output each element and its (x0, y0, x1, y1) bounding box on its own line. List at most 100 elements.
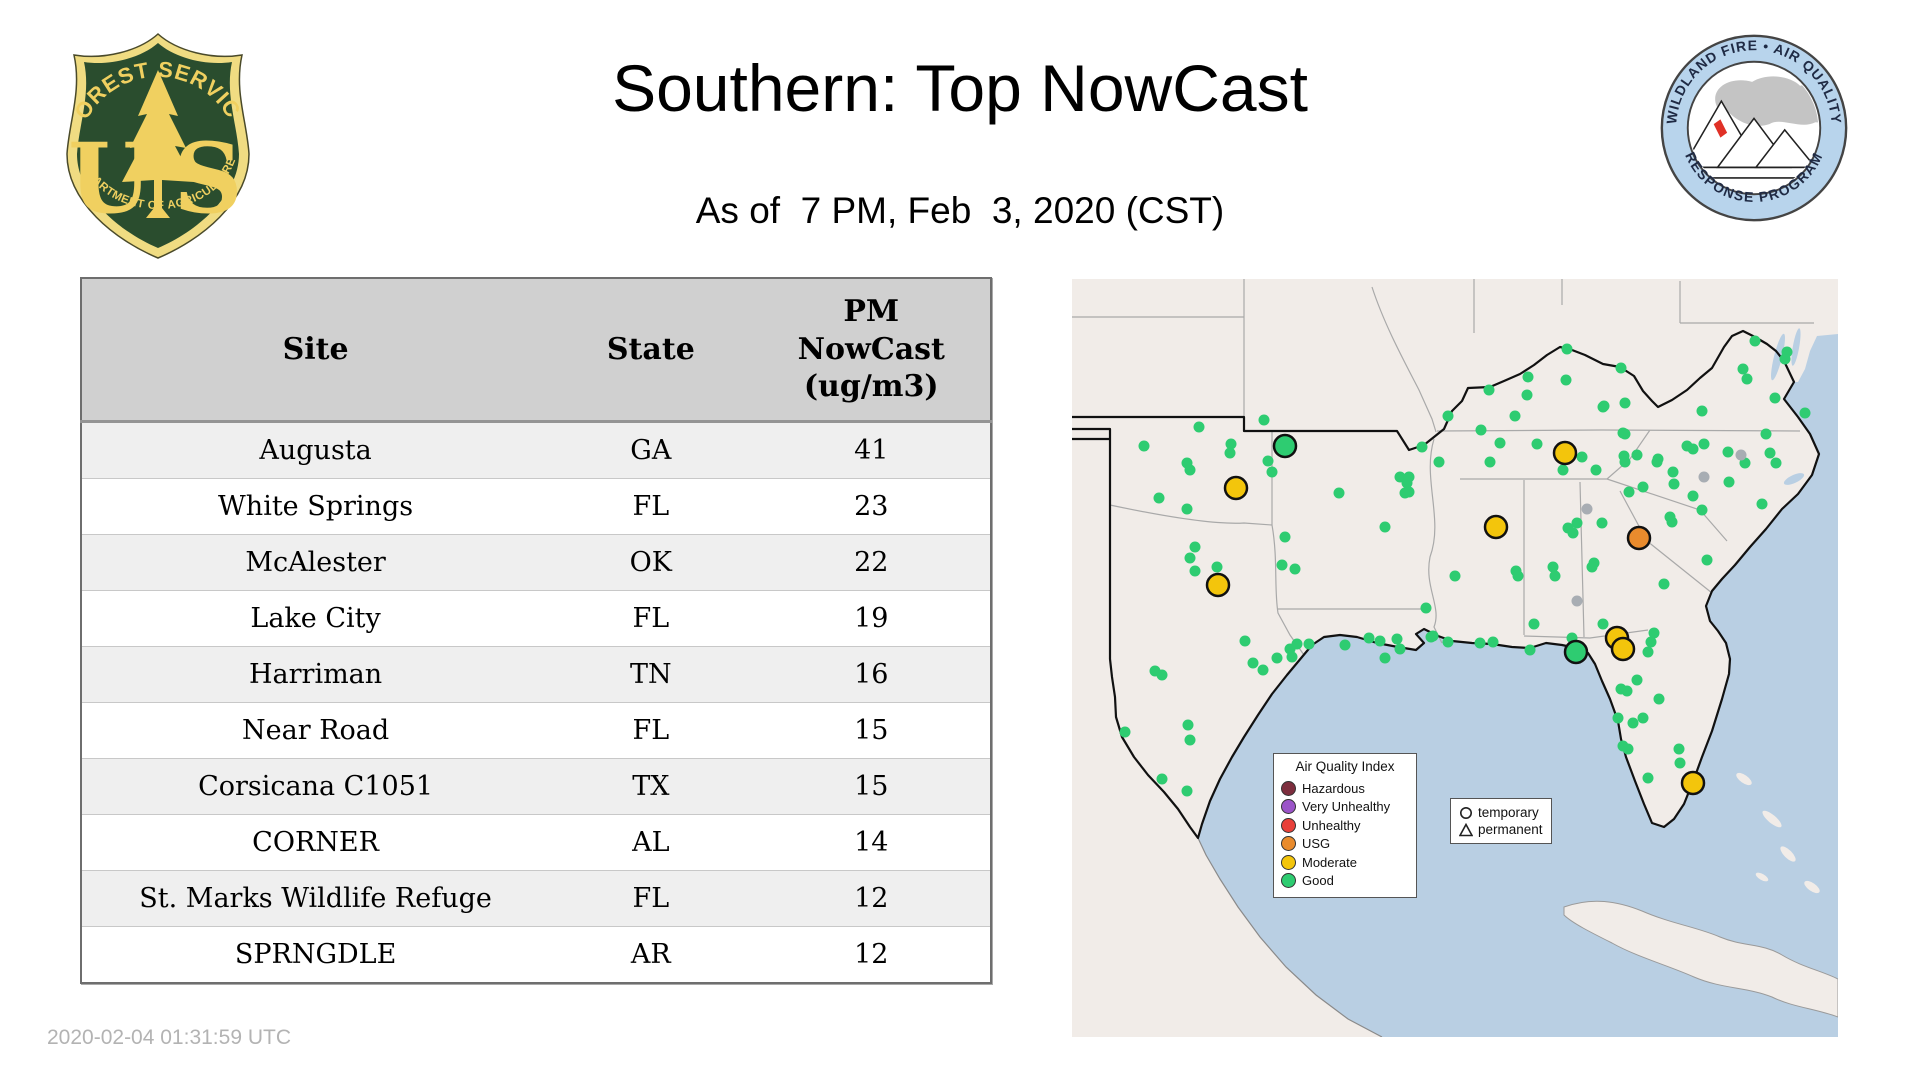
monitor-dot-good (1193, 421, 1205, 433)
monitor-dot-good (1339, 639, 1351, 651)
monitor-dot-good (1420, 602, 1432, 614)
monitor-dot-good (1764, 447, 1776, 459)
column-header-state: State (549, 278, 753, 423)
marker-row-permanent: permanent (1459, 821, 1543, 838)
monitor-dot-good (1760, 428, 1772, 440)
monitor-dot-good (1239, 635, 1251, 647)
top-site-marker (1483, 514, 1509, 540)
monitor-dot-good (1674, 757, 1686, 769)
monitor-dot-good (1687, 490, 1699, 502)
state-cell: OK (549, 533, 753, 590)
monitor-dot-inactive (1581, 503, 1593, 515)
monitor-dot-good (1651, 456, 1663, 468)
value-cell: 19 (752, 589, 991, 646)
site-cell: McAlester (81, 533, 550, 590)
generation-timestamp: 2020-02-04 01:31:59 UTC (47, 1026, 291, 1049)
monitor-dot-good (1433, 456, 1445, 468)
monitor-dot-good (1156, 773, 1168, 785)
site-cell: Augusta (81, 420, 550, 478)
monitor-dot-good (1779, 353, 1791, 365)
state-cell: GA (549, 420, 753, 478)
aqi-legend-item: Good (1281, 872, 1409, 891)
value-cell: 14 (752, 813, 991, 870)
aqi-color-dot (1281, 817, 1296, 833)
column-header-pm: PM NowCast (ug/m3) (752, 278, 991, 423)
monitor-dot-good (1619, 456, 1631, 468)
state-cell: AL (549, 813, 753, 870)
monitor-dot-good (1286, 651, 1298, 663)
aqi-legend: Air Quality Index Hazardous Very Unhealth… (1273, 753, 1417, 898)
monitor-dot-good (1666, 516, 1678, 528)
table-row: Harriman TN 16 (81, 645, 991, 702)
monitor-dot-good (1483, 384, 1495, 396)
table-row: Augusta GA 41 (81, 420, 991, 478)
monitor-dot-good (1484, 456, 1496, 468)
site-cell: St. Marks Wildlife Refuge (81, 869, 550, 926)
aqi-color-dot (1281, 836, 1296, 852)
wf-artwork (1689, 76, 1819, 179)
monitor-dot-good (1571, 517, 1583, 529)
monitor-dot-inactive (1698, 471, 1710, 483)
monitor-dot-good (1401, 477, 1413, 489)
monitor-dot-good (1737, 363, 1749, 375)
monitor-dot-good (1756, 498, 1768, 510)
monitor-dot-good (1379, 652, 1391, 664)
aqi-color-label: Good (1302, 873, 1334, 889)
monitor-dot-good (1531, 438, 1543, 450)
pine-tree-icon (122, 70, 194, 218)
monitor-map: Air Quality Index Hazardous Very Unhealth… (1072, 279, 1838, 1037)
monitor-dot-good (1257, 664, 1269, 676)
monitor-dot-good (1619, 397, 1631, 409)
monitor-dot-good (1442, 636, 1454, 648)
monitor-dot-good (1658, 578, 1670, 590)
monitor-dot-good (1722, 446, 1734, 458)
monitor-dot-good (1637, 481, 1649, 493)
value-cell: 22 (752, 533, 991, 590)
monitor-dot-good (1524, 644, 1536, 656)
monitor-dot-good (1271, 652, 1283, 664)
monitor-dot-good (1189, 541, 1201, 553)
monitor-dot-good (1266, 466, 1278, 478)
monitor-dot-good (1528, 618, 1540, 630)
monitor-dot-good (1211, 561, 1223, 573)
aqi-legend-item: USG (1281, 835, 1409, 854)
value-cell: 16 (752, 645, 991, 702)
monitor-dot-good (1799, 407, 1811, 419)
cuba-island (1563, 900, 1838, 1018)
monitor-dot-good (1696, 504, 1708, 516)
monitor-dot-good (1374, 635, 1386, 647)
monitor-dot-good (1189, 565, 1201, 577)
monitor-dot-good (1769, 392, 1781, 404)
monitor-dots (1119, 335, 1811, 797)
site-cell: White Springs (81, 477, 550, 534)
site-cell: Corsicana C1051 (81, 757, 550, 814)
monitor-dot-good (1156, 669, 1168, 681)
monitor-dot-good (1648, 627, 1660, 639)
value-cell: 15 (752, 757, 991, 814)
value-cell: 12 (752, 925, 991, 983)
aqi-color-label: Hazardous (1302, 780, 1365, 796)
monitor-dot-good (1442, 410, 1454, 422)
aqi-legend-item: Very Unhealthy (1281, 798, 1409, 817)
monitor-dot-good (1642, 646, 1654, 658)
monitor-dot-good (1153, 492, 1165, 504)
monitor-dot-good (1522, 371, 1534, 383)
aqi-color-label: USG (1302, 836, 1331, 852)
monitor-dot-good (1622, 743, 1634, 755)
monitor-dot-good (1653, 693, 1665, 705)
monitor-dot-good (1770, 457, 1782, 469)
monitor-dot-good (1631, 449, 1643, 461)
table-row: Corsicana C1051 TX 15 (81, 757, 991, 814)
site-cell: Harriman (81, 645, 550, 702)
aqi-color-label: Very Unhealthy (1302, 799, 1391, 815)
monitor-dot-good (1181, 503, 1193, 515)
monitor-dot-good (1560, 374, 1572, 386)
top-site-markers (1205, 433, 1706, 796)
table-row: McAlester OK 22 (81, 533, 991, 590)
monitor-dot-good (1701, 554, 1713, 566)
state-cell: FL (549, 477, 753, 534)
aqi-color-dot (1281, 854, 1296, 870)
monitor-dot-good (1475, 424, 1487, 436)
state-cell: FL (549, 701, 753, 758)
monitor-dot-good (1391, 633, 1403, 645)
